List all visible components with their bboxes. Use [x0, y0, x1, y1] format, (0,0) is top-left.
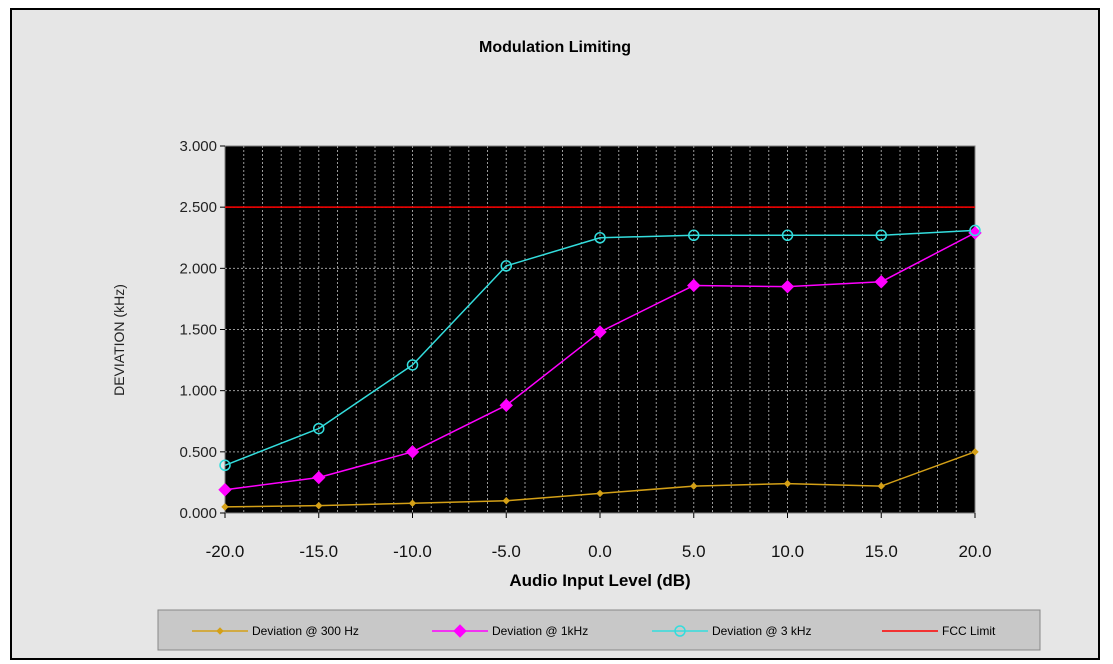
data-point-deviation-300-hz	[408, 499, 417, 507]
y-tick-label: 0.500	[179, 444, 217, 461]
data-point-deviation-3-khz	[688, 229, 700, 242]
data-point-deviation-1khz	[687, 278, 701, 293]
x-tick-label: -5.0	[492, 542, 521, 561]
series-lines	[224, 206, 976, 508]
legend-marker	[216, 627, 224, 635]
legend-label: Deviation @ 3 kHz	[712, 624, 812, 638]
series-markers	[218, 224, 982, 511]
series-line-deviation-3-khz	[224, 229, 976, 466]
data-point-deviation-3-khz	[313, 422, 325, 435]
data-point-deviation-3-khz	[781, 229, 794, 242]
data-point-deviation-1khz	[499, 398, 513, 413]
y-tick-label: 1.500	[179, 322, 217, 339]
legend-label: Deviation @ 300 Hz	[252, 624, 359, 638]
x-axis-ticks: -20.0 -15.0 -10.0 -5.0 0.0 5.0 10.0 15.0 20.0	[206, 513, 992, 561]
data-point-deviation-300-hz	[877, 482, 885, 490]
data-point-deviation-1khz	[405, 445, 420, 459]
x-tick-label: 15.0	[865, 542, 898, 561]
legend-box	[157, 609, 1041, 651]
chart-title: Modulation Limiting	[479, 39, 631, 56]
x-axis-label: Audio Input Level (dB)	[509, 571, 690, 590]
data-point-deviation-300-hz	[596, 489, 604, 498]
legend-label: Deviation @ 1kHz	[492, 624, 588, 638]
data-point-deviation-3-khz	[875, 229, 887, 242]
data-point-deviation-300-hz	[502, 497, 510, 505]
legend-item: Deviation @ 3 kHz	[652, 624, 812, 638]
legend-label: FCC Limit	[942, 624, 996, 638]
x-tick-label: 20.0	[958, 542, 991, 561]
x-tick-label: 10.0	[771, 542, 804, 561]
legend-item: Deviation @ 1kHz	[432, 624, 588, 638]
data-point-deviation-300-hz	[221, 503, 229, 511]
data-point-deviation-1khz	[780, 279, 795, 294]
data-point-deviation-300-hz	[783, 479, 792, 488]
data-point-deviation-1khz	[312, 470, 326, 485]
data-point-deviation-3-khz	[219, 459, 231, 472]
legend-marker	[674, 625, 686, 637]
x-tick-label: 0.0	[588, 542, 612, 561]
legend: Deviation @ 300 Hz Deviation @ 1kHz Deviat…	[192, 624, 996, 638]
x-tick-label: -20.0	[206, 542, 245, 561]
x-tick-label: 5.0	[682, 542, 706, 561]
y-tick-label: 0.000	[179, 505, 217, 522]
data-point-deviation-3-khz	[500, 260, 512, 272]
x-tick-label: -15.0	[299, 542, 338, 561]
legend-item: FCC Limit	[882, 624, 996, 638]
y-axis-ticks: 0.000 0.500 1.000 1.500 2.000 2.500 3.000	[179, 138, 225, 522]
x-tick-label: -10.0	[393, 542, 432, 561]
data-point-deviation-300-hz	[315, 501, 323, 510]
legend-marker	[453, 624, 467, 638]
data-point-deviation-1khz	[593, 325, 607, 339]
y-tick-label: 1.000	[179, 383, 217, 400]
data-point-deviation-3-khz	[969, 224, 981, 237]
y-tick-label: 3.000	[179, 138, 217, 155]
legend-item: Deviation @ 300 Hz	[192, 624, 359, 638]
data-point-deviation-300-hz	[971, 448, 979, 456]
data-point-deviation-1khz	[968, 226, 982, 240]
data-point-deviation-3-khz	[594, 232, 606, 244]
chart-svg: Modulation Limiting 0.000 0.500 1.000 1.500…	[111, 39, 1041, 651]
chart-frame: Modulation Limiting 0.000 0.500 1.000 1.500…	[10, 8, 1100, 660]
data-point-deviation-3-khz	[406, 359, 419, 371]
y-tick-label: 2.500	[179, 199, 217, 216]
data-point-deviation-1khz	[218, 483, 232, 497]
y-tick-label: 2.000	[179, 260, 217, 277]
data-point-deviation-300-hz	[690, 482, 698, 490]
y-axis-label: DEVIATION (kHz)	[111, 284, 127, 396]
data-point-deviation-1khz	[874, 275, 888, 289]
